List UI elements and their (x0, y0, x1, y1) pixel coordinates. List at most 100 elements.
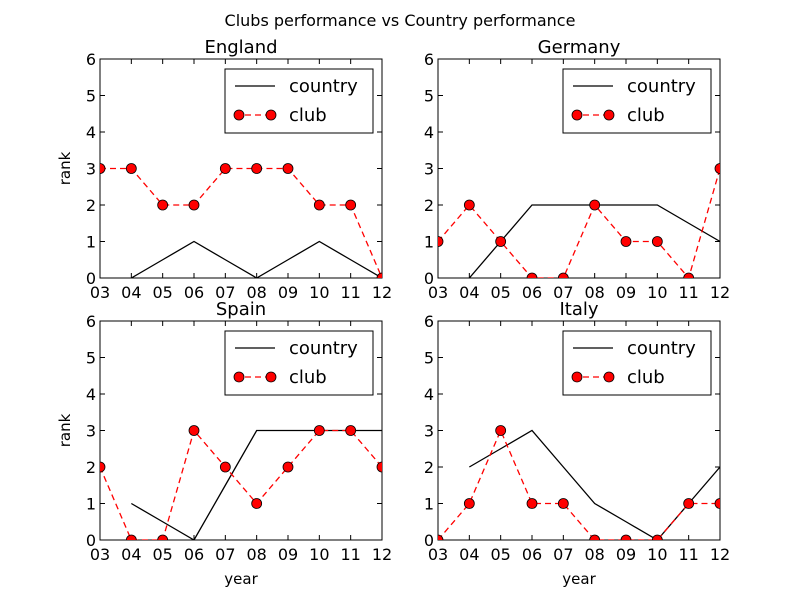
x-axis-label: year (562, 570, 596, 588)
series-club-point (100, 163, 106, 174)
series-club-point (651, 236, 663, 247)
series-club-point (495, 236, 507, 247)
series-club-point (463, 199, 475, 211)
x-tick-label: 11 (340, 283, 360, 302)
x-tick-label: 12 (372, 545, 392, 564)
x-tick-label: 04 (459, 545, 479, 564)
x-tick-label: 11 (678, 545, 698, 564)
x-tick-label: 12 (710, 545, 730, 564)
x-tick-label: 10 (647, 283, 667, 302)
series-country-line (468, 204, 720, 278)
subplot-italy: 03 04 05 06 07 08 09 10 11 120123456Italyyearcoun… (424, 299, 730, 588)
series-club-point (683, 498, 695, 509)
y-tick-label: 0 (86, 269, 96, 288)
subplot-title: Italy (559, 299, 598, 320)
legend-label-country: country (627, 76, 696, 97)
x-tick-label: 04 (121, 283, 141, 302)
legend-marker (571, 109, 583, 121)
legend-label-club: club (627, 105, 665, 126)
legend-marker (233, 109, 245, 121)
x-tick-label: 12 (710, 283, 730, 302)
series-club-point (100, 461, 106, 473)
series-club-point (495, 425, 507, 436)
x-tick-label: 09 (616, 283, 636, 302)
series-club-point (125, 163, 137, 174)
series-club-point (313, 199, 325, 211)
y-tick-label: 3 (86, 160, 96, 179)
y-tick-label: 1 (424, 495, 434, 514)
series-club-point (282, 163, 294, 174)
x-tick-label: 05 (490, 283, 510, 302)
series-club-point (557, 498, 569, 509)
y-tick-label: 6 (86, 312, 96, 331)
series-club-point (219, 163, 231, 174)
series-club-point (651, 534, 663, 540)
y-tick-label: 3 (424, 160, 434, 179)
plot-area (100, 163, 382, 278)
y-tick-label: 0 (86, 531, 96, 550)
y-tick-label: 3 (424, 422, 434, 441)
series-club-point (313, 425, 325, 436)
x-tick-label: 08 (246, 283, 266, 302)
x-tick-label: 08 (584, 283, 604, 302)
series-club-point (714, 163, 720, 174)
subplot-title: England (204, 37, 277, 58)
legend-marker (265, 109, 277, 121)
legend-label-club: club (627, 367, 665, 388)
series-club-point (683, 272, 695, 278)
legend: country club (224, 68, 374, 134)
series-club-point (125, 534, 137, 540)
x-tick-label: 06 (522, 545, 542, 564)
series-club-point (589, 534, 601, 540)
x-tick-label: 09 (616, 545, 636, 564)
x-tick-label: 07 (553, 283, 573, 302)
x-tick-label: 03 (90, 283, 110, 302)
x-tick-label: 05 (152, 545, 172, 564)
series-club-line (438, 168, 720, 278)
legend-box (562, 330, 712, 396)
series-club-point (714, 498, 720, 509)
x-tick-label: 09 (278, 283, 298, 302)
y-tick-label: 0 (424, 531, 434, 550)
series-club-point (345, 425, 357, 436)
plot-area (438, 163, 720, 278)
x-tick-label: 12 (372, 283, 392, 302)
y-tick-label: 4 (424, 385, 434, 404)
x-tick-label: 10 (309, 283, 329, 302)
x-tick-label: 04 (121, 545, 141, 564)
legend-marker (233, 371, 245, 383)
y-tick-label: 6 (424, 50, 434, 69)
plot-area (438, 425, 720, 540)
series-club-point (251, 163, 263, 174)
series-country-line (131, 429, 382, 540)
y-tick-label: 5 (86, 87, 96, 106)
y-tick-label: 5 (424, 349, 434, 368)
series-club-point (438, 236, 444, 247)
x-tick-label: 07 (215, 545, 235, 564)
series-club-point (620, 534, 632, 540)
legend-label-club: club (289, 105, 327, 126)
series-club-line (100, 429, 382, 540)
series-club-point (219, 461, 231, 473)
series-club-line (100, 167, 382, 278)
legend-marker (571, 371, 583, 383)
y-tick-label: 5 (86, 349, 96, 368)
x-tick-label: 03 (428, 545, 448, 564)
series-club-point (620, 236, 632, 247)
series-club-point (157, 534, 169, 540)
legend-label-country: country (289, 338, 358, 359)
y-tick-label: 4 (86, 123, 96, 142)
x-tick-label: 10 (309, 545, 329, 564)
y-tick-label: 6 (86, 50, 96, 69)
y-tick-label: 2 (86, 196, 96, 215)
x-tick-label: 05 (152, 283, 172, 302)
legend: country club (224, 330, 374, 396)
x-tick-label: 03 (428, 283, 448, 302)
x-tick-label: 07 (553, 545, 573, 564)
series-club-point (251, 498, 263, 509)
x-tick-label: 08 (584, 545, 604, 564)
plot-area (100, 425, 382, 540)
series-club-point (526, 498, 538, 509)
legend-marker (603, 109, 615, 121)
